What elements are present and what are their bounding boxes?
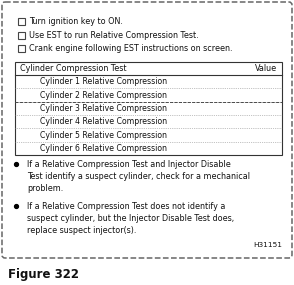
Text: Value: Value [255,64,277,73]
Text: If a Relative Compression Test and Injector Disable
Test identify a suspect cyli: If a Relative Compression Test and Injec… [27,160,250,193]
Text: Use EST to run Relative Compression Test.: Use EST to run Relative Compression Test… [29,30,199,40]
Text: Cylinder 4 Relative Compression: Cylinder 4 Relative Compression [40,117,167,126]
Text: Crank engine following EST instructions on screen.: Crank engine following EST instructions … [29,44,233,53]
Text: Cylinder 5 Relative Compression: Cylinder 5 Relative Compression [40,131,167,139]
Text: Cylinder Compression Test: Cylinder Compression Test [20,64,126,73]
Bar [18,18,25,25]
Text: Cylinder 6 Relative Compression: Cylinder 6 Relative Compression [40,144,167,153]
Text: Cylinder 2 Relative Compression: Cylinder 2 Relative Compression [40,91,167,99]
Bar [15,62,282,155]
Text: Turn ignition key to ON.: Turn ignition key to ON. [29,17,123,26]
Bar [18,32,25,38]
Text: Cylinder 3 Relative Compression: Cylinder 3 Relative Compression [40,104,167,113]
FancyBboxPatch shape [2,2,292,258]
Bar [18,45,25,52]
Text: Figure 322: Figure 322 [8,268,79,281]
Text: If a Relative Compression Test does not identify a
suspect cylinder, but the Inj: If a Relative Compression Test does not … [27,202,234,235]
Text: H31151: H31151 [253,242,282,248]
Text: Cylinder 1 Relative Compression: Cylinder 1 Relative Compression [40,77,167,86]
